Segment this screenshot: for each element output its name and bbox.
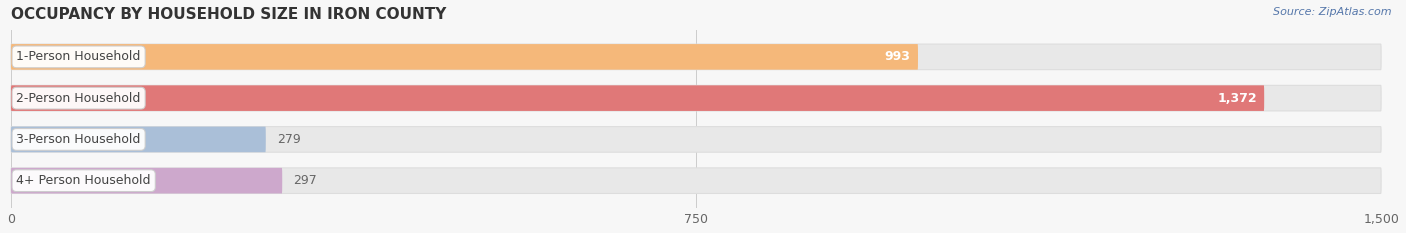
FancyBboxPatch shape	[11, 44, 918, 70]
Text: 297: 297	[294, 174, 316, 187]
FancyBboxPatch shape	[11, 44, 1381, 70]
FancyBboxPatch shape	[11, 168, 283, 193]
Text: 1-Person Household: 1-Person Household	[17, 50, 141, 63]
Text: Source: ZipAtlas.com: Source: ZipAtlas.com	[1274, 7, 1392, 17]
Text: 4+ Person Household: 4+ Person Household	[17, 174, 150, 187]
FancyBboxPatch shape	[11, 85, 1381, 111]
Text: 279: 279	[277, 133, 301, 146]
FancyBboxPatch shape	[11, 127, 266, 152]
Text: 2-Person Household: 2-Person Household	[17, 92, 141, 105]
Text: 1,372: 1,372	[1218, 92, 1257, 105]
FancyBboxPatch shape	[11, 85, 1264, 111]
FancyBboxPatch shape	[11, 127, 1381, 152]
Text: OCCUPANCY BY HOUSEHOLD SIZE IN IRON COUNTY: OCCUPANCY BY HOUSEHOLD SIZE IN IRON COUN…	[11, 7, 446, 22]
FancyBboxPatch shape	[11, 168, 1381, 193]
Text: 993: 993	[884, 50, 911, 63]
Text: 3-Person Household: 3-Person Household	[17, 133, 141, 146]
